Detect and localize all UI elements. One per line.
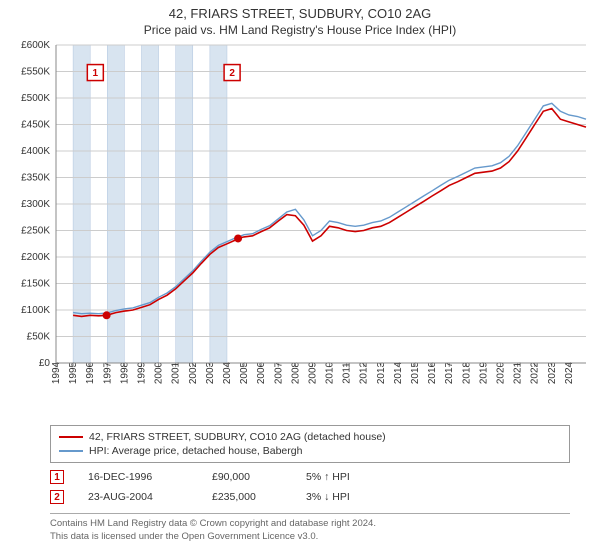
svg-text:2013: 2013 bbox=[376, 361, 387, 384]
event-date: 16-DEC-1996 bbox=[88, 471, 188, 483]
svg-text:£300K: £300K bbox=[21, 199, 50, 210]
svg-text:1996: 1996 bbox=[85, 361, 96, 384]
svg-text:2012: 2012 bbox=[359, 361, 370, 384]
footer-line-1: Contains HM Land Registry data © Crown c… bbox=[50, 518, 570, 531]
svg-text:£550K: £550K bbox=[21, 67, 50, 78]
event-row: 1 16-DEC-1996 £90,000 5% ↑ HPI bbox=[50, 467, 570, 487]
svg-text:£600K: £600K bbox=[21, 40, 50, 51]
footer-attribution: Contains HM Land Registry data © Crown c… bbox=[50, 513, 570, 544]
svg-text:2: 2 bbox=[229, 68, 235, 79]
svg-text:1995: 1995 bbox=[68, 361, 79, 384]
svg-text:2002: 2002 bbox=[188, 361, 199, 384]
svg-text:1: 1 bbox=[93, 68, 99, 79]
legend-swatch bbox=[59, 450, 83, 452]
footer-line-2: This data is licensed under the Open Gov… bbox=[50, 531, 570, 544]
event-diff: 3% ↓ HPI bbox=[306, 491, 386, 503]
svg-text:2016: 2016 bbox=[427, 361, 438, 384]
svg-text:2003: 2003 bbox=[205, 361, 216, 384]
event-date: 23-AUG-2004 bbox=[88, 491, 188, 503]
event-price: £235,000 bbox=[212, 491, 282, 503]
svg-text:1997: 1997 bbox=[102, 361, 113, 384]
svg-text:£250K: £250K bbox=[21, 226, 50, 237]
svg-text:2020: 2020 bbox=[496, 361, 507, 384]
chart-area: £0 £50K £100K £150K £200K £250K £300K £350K £400… bbox=[0, 39, 600, 419]
title-line-1: 42, FRIARS STREET, SUDBURY, CO10 2AG bbox=[0, 6, 600, 21]
svg-text:1998: 1998 bbox=[119, 361, 130, 384]
svg-text:2009: 2009 bbox=[307, 361, 318, 384]
legend-swatch bbox=[59, 436, 83, 438]
events-table: 1 16-DEC-1996 £90,000 5% ↑ HPI 2 23-AUG-2004 £… bbox=[50, 467, 570, 507]
svg-text:1994: 1994 bbox=[51, 361, 62, 384]
svg-text:£450K: £450K bbox=[21, 120, 50, 131]
svg-text:£150K: £150K bbox=[21, 279, 50, 290]
svg-text:2000: 2000 bbox=[154, 361, 165, 384]
legend-label: 42, FRIARS STREET, SUDBURY, CO10 2AG (de… bbox=[89, 431, 386, 443]
svg-text:2001: 2001 bbox=[171, 361, 182, 384]
svg-text:£350K: £350K bbox=[21, 173, 50, 184]
legend: 42, FRIARS STREET, SUDBURY, CO10 2AG (de… bbox=[50, 425, 570, 463]
svg-text:2007: 2007 bbox=[273, 361, 284, 384]
svg-text:2019: 2019 bbox=[478, 361, 489, 384]
svg-text:2024: 2024 bbox=[564, 361, 575, 384]
legend-item: HPI: Average price, detached house, Babe… bbox=[59, 444, 561, 458]
event-marker: 1 bbox=[50, 470, 64, 484]
event-row: 2 23-AUG-2004 £235,000 3% ↓ HPI bbox=[50, 487, 570, 507]
svg-text:2021: 2021 bbox=[513, 361, 524, 384]
svg-text:2022: 2022 bbox=[530, 361, 541, 384]
event-diff: 5% ↑ HPI bbox=[306, 471, 386, 483]
svg-text:2014: 2014 bbox=[393, 361, 404, 384]
svg-text:2004: 2004 bbox=[222, 361, 233, 384]
svg-text:£400K: £400K bbox=[21, 146, 50, 157]
svg-text:2017: 2017 bbox=[444, 361, 455, 384]
svg-text:£50K: £50K bbox=[27, 332, 51, 343]
svg-text:2011: 2011 bbox=[342, 362, 353, 384]
svg-text:2005: 2005 bbox=[239, 361, 250, 384]
title-line-2: Price paid vs. HM Land Registry's House … bbox=[0, 23, 600, 37]
svg-text:2015: 2015 bbox=[410, 361, 421, 384]
svg-text:£0: £0 bbox=[39, 358, 51, 369]
svg-text:£200K: £200K bbox=[21, 252, 50, 263]
event-price: £90,000 bbox=[212, 471, 282, 483]
legend-item: 42, FRIARS STREET, SUDBURY, CO10 2AG (de… bbox=[59, 430, 561, 444]
svg-text:2008: 2008 bbox=[290, 361, 301, 384]
line-chart-svg: £0 £50K £100K £150K £200K £250K £300K £350K £400… bbox=[0, 39, 600, 419]
svg-text:1999: 1999 bbox=[136, 361, 147, 384]
svg-text:2010: 2010 bbox=[325, 361, 336, 384]
svg-text:2018: 2018 bbox=[461, 361, 472, 384]
legend-label: HPI: Average price, detached house, Babe… bbox=[89, 445, 302, 457]
chart-header: 42, FRIARS STREET, SUDBURY, CO10 2AG Pri… bbox=[0, 0, 600, 39]
svg-text:2023: 2023 bbox=[547, 361, 558, 384]
svg-text:2006: 2006 bbox=[256, 361, 267, 384]
svg-text:£100K: £100K bbox=[21, 305, 50, 316]
event-marker: 2 bbox=[50, 490, 64, 504]
svg-text:£500K: £500K bbox=[21, 93, 50, 104]
